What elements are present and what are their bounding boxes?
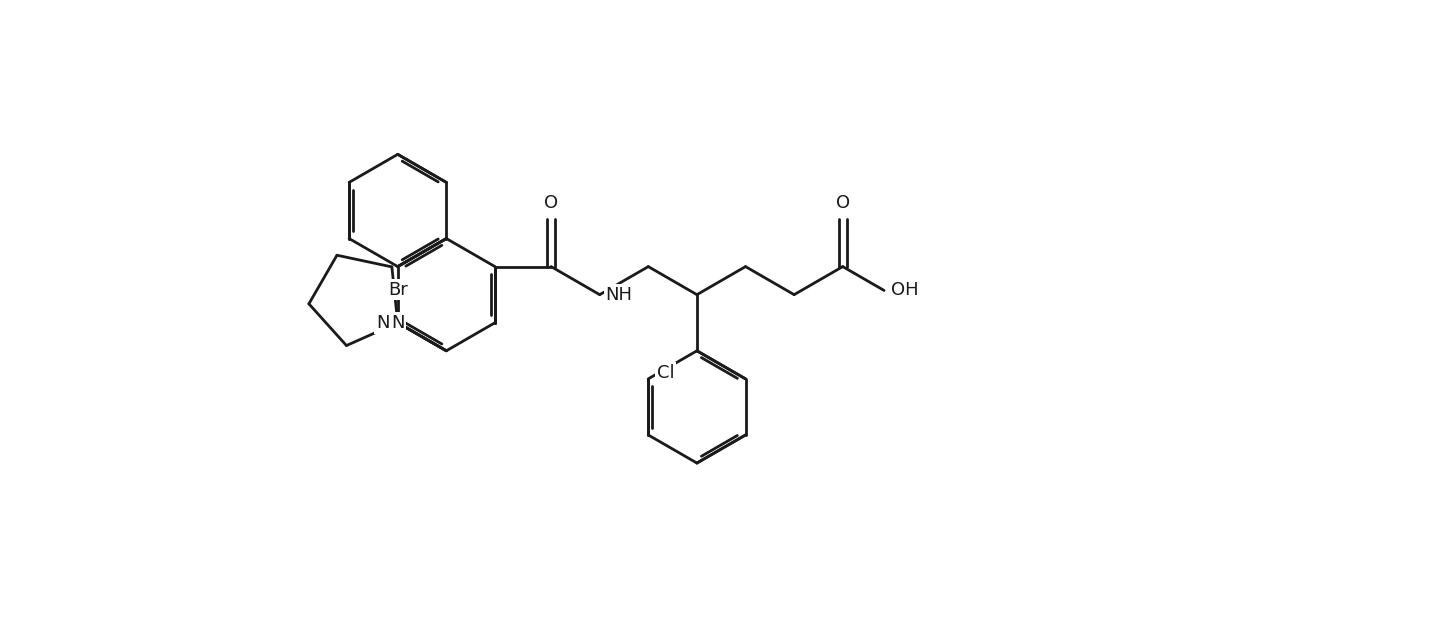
Text: O: O — [836, 194, 849, 212]
Text: Cl: Cl — [657, 364, 675, 383]
Text: NH: NH — [605, 286, 632, 303]
Text: O: O — [544, 194, 558, 212]
Text: N: N — [375, 314, 390, 331]
Text: N: N — [391, 314, 404, 331]
Text: Br: Br — [388, 280, 407, 298]
Text: OH: OH — [891, 282, 919, 300]
